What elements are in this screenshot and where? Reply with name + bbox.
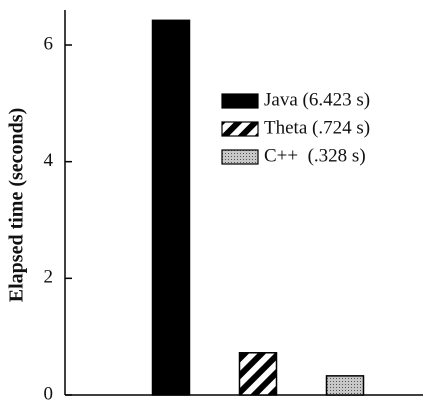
bar — [325, 375, 365, 396]
bar — [151, 19, 191, 396]
y-tick-label: 0 — [44, 383, 54, 402]
y-tick-label: 2 — [44, 267, 54, 288]
y-tick-label: 6 — [44, 33, 54, 54]
legend-label: C++ (.328 s) — [264, 145, 366, 166]
y-axis-label: Elapsed time (seconds) — [6, 108, 28, 302]
y-tick-label: 4 — [44, 150, 54, 171]
legend-swatch — [221, 149, 259, 165]
bar — [238, 352, 278, 396]
legend-label: Java (6.423 s) — [264, 89, 370, 110]
legend-swatch — [221, 93, 259, 109]
legend-swatch — [221, 121, 259, 137]
legend-label: Theta (.724 s) — [264, 117, 370, 138]
